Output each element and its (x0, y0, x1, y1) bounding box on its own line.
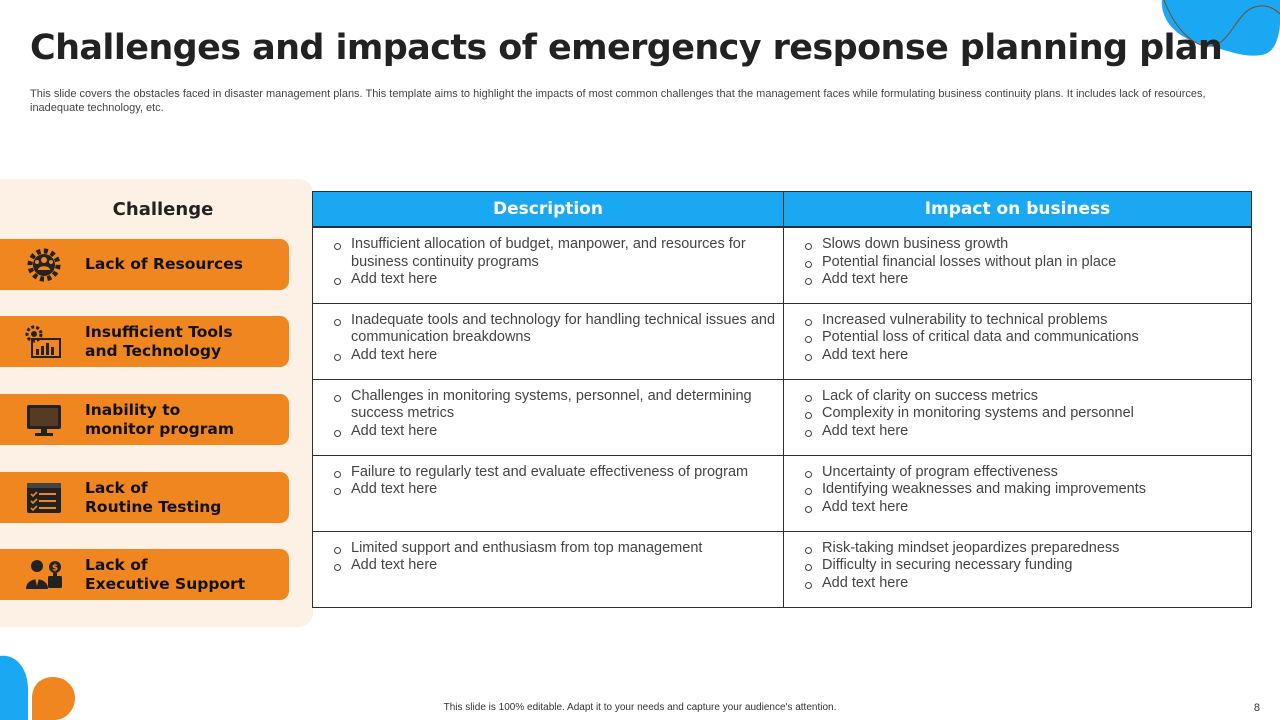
table-row: Insufficient allocation of budget, manpo… (312, 226, 1252, 304)
executive-funding-icon: $ (26, 560, 62, 589)
challenge-item-inability-to-monitor: Inability to monitor program (0, 394, 289, 445)
bullet-item: Identifying weaknesses and making improv… (805, 481, 1251, 499)
bullet-item: Insufficient allocation of budget, manpo… (334, 236, 783, 271)
bullet-item: Difficulty in securing necessary funding (805, 557, 1251, 575)
description-cell: Insufficient allocation of budget, manpo… (312, 226, 784, 304)
team-gear-icon (27, 248, 61, 282)
challenge-label: Lack of Executive Support (85, 555, 246, 593)
impact-cell: Slows down business growth Potential fin… (783, 226, 1252, 304)
column-header-impact: Impact on business (783, 191, 1252, 228)
description-cell: Challenges in monitoring systems, person… (312, 378, 784, 456)
description-cell: Limited support and enthusiasm from top … (312, 530, 784, 608)
tools-dashboard-icon (25, 325, 61, 358)
bullet-item: Risk-taking mindset jeopardizes prepared… (805, 540, 1251, 558)
impact-cell: Increased vulnerability to technical pro… (783, 302, 1252, 380)
bullet-item: Add text here (334, 481, 783, 499)
challenges-table: Description Impact on business Insuffici… (312, 191, 1252, 608)
bullet-item: Increased vulnerability to technical pro… (805, 312, 1251, 330)
checklist-icon (27, 483, 61, 513)
bullet-item: Add text here (805, 499, 1251, 517)
bullet-item: Potential loss of critical data and comm… (805, 329, 1251, 347)
bullet-item: Add text here (805, 575, 1251, 593)
challenge-item-executive-support: $ Lack of Executive Support (0, 549, 289, 600)
decorative-shapes-bottom-left (0, 655, 75, 720)
bullet-item: Slows down business growth (805, 236, 1251, 254)
monitor-icon (27, 405, 61, 436)
impact-cell: Lack of clarity on success metrics Compl… (783, 378, 1252, 456)
bullet-item: Limited support and enthusiasm from top … (334, 540, 783, 558)
decorative-blob-top-right (1161, 0, 1280, 56)
challenge-label: Lack of Resources (85, 255, 243, 273)
bullet-item: Potential financial losses without plan … (805, 254, 1251, 272)
bullet-item: Complexity in monitoring systems and per… (805, 405, 1251, 423)
page-subtitle: This slide covers the obstacles faced in… (30, 88, 1206, 114)
challenge-label: Lack of Routine Testing (85, 478, 222, 516)
table-header-row: Description Impact on business (312, 191, 1252, 228)
bullet-item: Failure to regularly test and evaluate e… (334, 464, 783, 482)
bullet-item: Uncertainty of program effectiveness (805, 464, 1251, 482)
svg-text:$: $ (52, 564, 58, 574)
bullet-item: Add text here (805, 423, 1251, 441)
page-number: 8 (1253, 702, 1260, 714)
bullet-item: Challenges in monitoring systems, person… (334, 388, 783, 423)
challenge-item-lack-of-resources: Lack of Resources (0, 239, 289, 290)
table-row: Limited support and enthusiasm from top … (312, 530, 1252, 608)
challenge-label: Inability to monitor program (85, 400, 234, 438)
page-title: Challenges and impacts of emergency resp… (30, 28, 1223, 68)
bullet-item: Add text here (334, 271, 783, 289)
table-row: Failure to regularly test and evaluate e… (312, 454, 1252, 532)
bullet-item: Add text here (334, 557, 783, 575)
challenge-header: Challenge (112, 199, 214, 220)
column-header-description: Description (312, 191, 784, 228)
table-row: Inadequate tools and technology for hand… (312, 302, 1252, 380)
impact-cell: Uncertainty of program effectiveness Ide… (783, 454, 1252, 532)
challenge-label: Insufficient Tools and Technology (85, 322, 233, 360)
bullet-item: Lack of clarity on success metrics (805, 388, 1251, 406)
challenge-item-routine-testing: Lack of Routine Testing (0, 472, 289, 523)
description-cell: Inadequate tools and technology for hand… (312, 302, 784, 380)
bullet-item: Add text here (334, 347, 783, 365)
footer-note: This slide is 100% editable. Adapt it to… (443, 702, 837, 713)
challenge-item-insufficient-tools: Insufficient Tools and Technology (0, 316, 289, 367)
bullet-item: Add text here (805, 271, 1251, 289)
bullet-item: Add text here (805, 347, 1251, 365)
bullet-item: Add text here (334, 423, 783, 441)
impact-cell: Risk-taking mindset jeopardizes prepared… (783, 530, 1252, 608)
description-cell: Failure to regularly test and evaluate e… (312, 454, 784, 532)
table-row: Challenges in monitoring systems, person… (312, 378, 1252, 456)
bullet-item: Inadequate tools and technology for hand… (334, 312, 783, 347)
